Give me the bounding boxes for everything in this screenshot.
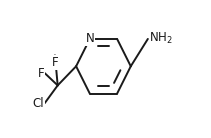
Text: N: N <box>85 32 94 45</box>
Text: F: F <box>52 56 59 69</box>
Text: Cl: Cl <box>32 97 44 110</box>
Text: NH$_2$: NH$_2$ <box>149 31 173 47</box>
Text: F: F <box>37 67 44 80</box>
